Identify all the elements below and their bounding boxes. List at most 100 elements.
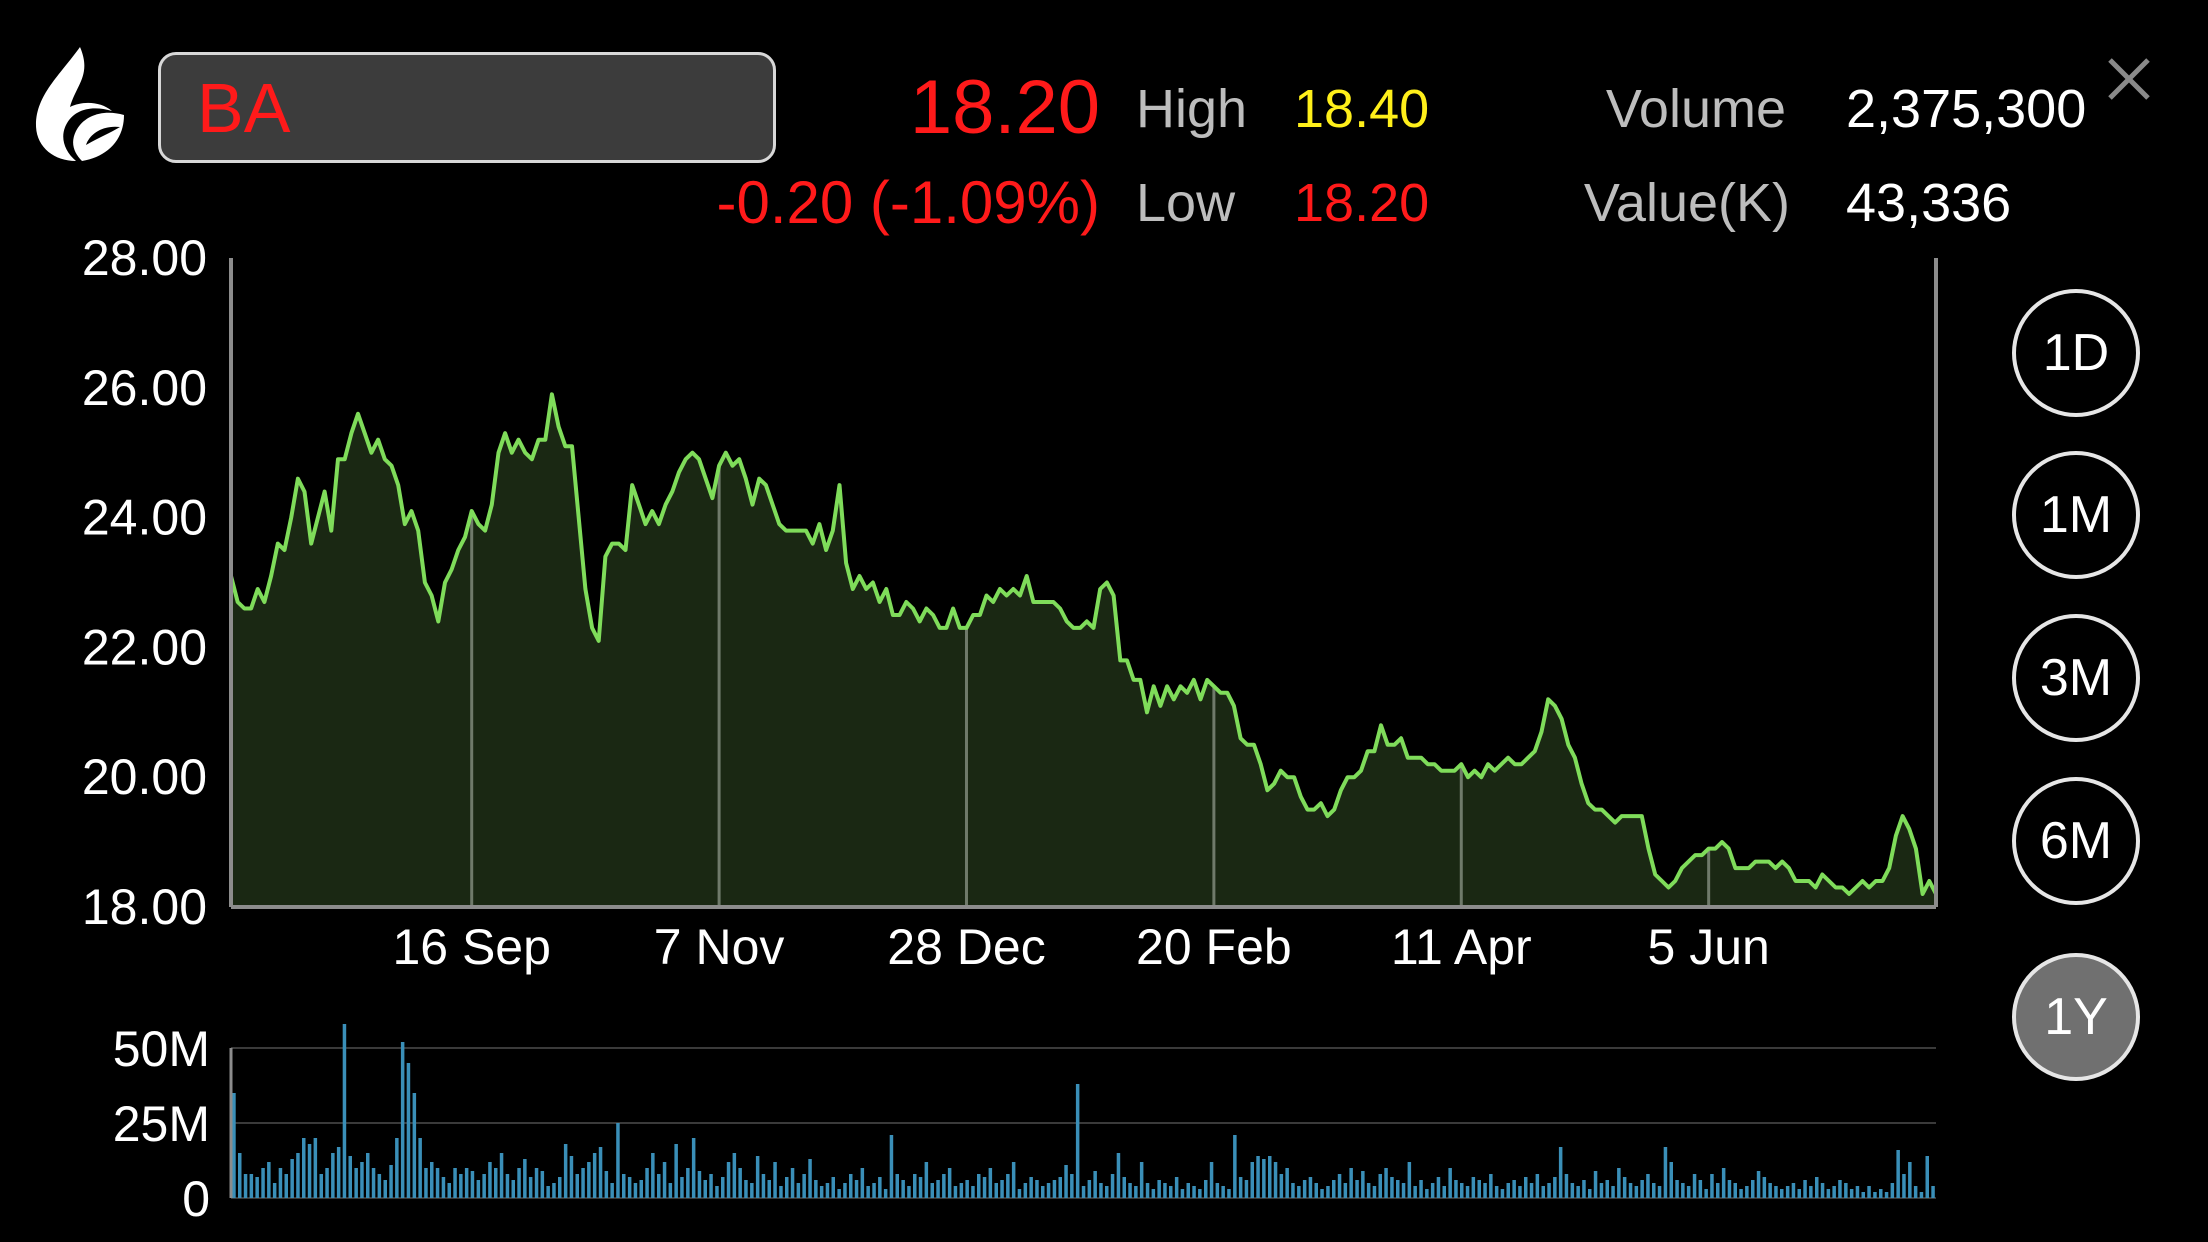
volume-bar — [1751, 1180, 1755, 1198]
volume-bar — [453, 1168, 457, 1198]
volume-bar — [1198, 1189, 1202, 1198]
volume-bar — [1675, 1180, 1679, 1198]
volume-bar — [604, 1171, 609, 1198]
y-tick-label: 20.00 — [82, 749, 207, 805]
volume-bar — [587, 1162, 591, 1198]
volume-bar — [1035, 1180, 1039, 1198]
volume-bar — [319, 1174, 323, 1198]
symbol-search-box[interactable] — [158, 52, 776, 163]
volume-bar — [435, 1168, 440, 1198]
volume-bar — [994, 1183, 998, 1198]
volume-bar — [1454, 1180, 1458, 1198]
volume-bar — [761, 1174, 766, 1198]
volume-bar — [639, 1180, 643, 1198]
volume-bar — [1704, 1189, 1708, 1198]
volume-bar — [790, 1168, 795, 1198]
symbol-input[interactable] — [197, 55, 757, 160]
volume-bar — [1233, 1135, 1237, 1198]
range-button-1y[interactable]: 1Y — [2012, 953, 2140, 1081]
volume-bar — [1000, 1180, 1004, 1198]
y-tick-label: 26.00 — [82, 360, 207, 416]
volume-bar — [680, 1177, 684, 1198]
volume-bar — [977, 1174, 981, 1198]
volume-bar — [470, 1171, 475, 1198]
volume-bar — [1558, 1147, 1563, 1198]
volume-bar — [1716, 1183, 1720, 1198]
volume-bar — [953, 1186, 958, 1198]
volume-bar — [272, 1183, 277, 1198]
volume-bar — [558, 1177, 562, 1198]
volume-bar — [1070, 1174, 1074, 1198]
volume-bar — [651, 1153, 655, 1198]
volume-bar — [1890, 1183, 1895, 1198]
volume-bar — [482, 1174, 486, 1198]
volume-bar — [1006, 1174, 1010, 1198]
volume-bar — [1099, 1183, 1103, 1198]
volume-bar — [1273, 1162, 1278, 1198]
volume-bar — [1302, 1180, 1307, 1198]
last-price: 18.20 — [909, 65, 1100, 150]
volume-bar — [1041, 1186, 1045, 1198]
volume-bar — [1739, 1189, 1743, 1198]
range-button-6m[interactable]: 6M — [2012, 777, 2140, 905]
volume-bar — [1710, 1174, 1714, 1198]
volume-bar — [313, 1138, 318, 1198]
volume-bar — [1896, 1150, 1900, 1198]
volume-bar — [1518, 1186, 1522, 1198]
volume-bar — [866, 1186, 870, 1198]
volume-bar — [610, 1183, 614, 1198]
volume-bar — [1297, 1186, 1301, 1198]
volume-bar — [796, 1183, 801, 1198]
volume-bar — [1262, 1159, 1266, 1198]
x-tick-label: 5 Jun — [1648, 919, 1770, 975]
x-tick-label: 16 Sep — [392, 919, 550, 975]
volume-bar — [528, 1177, 533, 1198]
volume-bar — [1908, 1162, 1912, 1198]
range-button-1d[interactable]: 1D — [2012, 289, 2140, 417]
range-button-1m[interactable]: 1M — [2012, 451, 2140, 579]
volume-bar — [1756, 1171, 1761, 1198]
volume-bar — [1337, 1174, 1342, 1198]
volume-bar — [785, 1177, 789, 1198]
volume-bar — [1844, 1183, 1848, 1198]
volume-bar — [726, 1162, 731, 1198]
volume-bar — [1058, 1177, 1062, 1198]
volume-bar — [1657, 1186, 1662, 1198]
x-tick-label: 7 Nov — [654, 919, 785, 975]
volume-bar — [598, 1147, 603, 1198]
volume-bar — [284, 1174, 288, 1198]
volume-bar — [697, 1171, 702, 1198]
volume-bar — [1151, 1189, 1156, 1198]
volume-bar — [947, 1168, 952, 1198]
volume-bar — [1268, 1156, 1272, 1198]
volume-bar — [1064, 1165, 1068, 1198]
volume-bar — [1564, 1174, 1569, 1198]
volume-bar — [1471, 1177, 1476, 1198]
volume-bar — [1698, 1180, 1703, 1198]
volume-bar — [1087, 1180, 1092, 1198]
volume-bar — [709, 1174, 713, 1198]
volume-bar — [406, 1063, 411, 1198]
volume-bar — [668, 1183, 673, 1198]
volume-bar — [505, 1174, 510, 1198]
volume-bar — [1529, 1183, 1534, 1198]
range-button-3m[interactable]: 3M — [2012, 614, 2140, 742]
y-tick-label: 18.00 — [82, 879, 207, 935]
close-icon[interactable] — [2104, 54, 2154, 104]
volume-bar — [1605, 1180, 1609, 1198]
volume-bar — [1384, 1168, 1388, 1198]
volume-bar — [255, 1177, 259, 1198]
volume-bar — [511, 1180, 515, 1198]
volume-bar — [1879, 1189, 1883, 1198]
volume-bar — [1180, 1189, 1185, 1198]
volume-bar — [267, 1162, 271, 1198]
volume-bar — [715, 1186, 719, 1198]
volume-bar — [575, 1174, 579, 1198]
x-tick-label: 11 Apr — [1391, 919, 1532, 975]
volume-bar — [1768, 1183, 1772, 1198]
volume-bar — [1355, 1180, 1359, 1198]
volume-bar — [1279, 1174, 1284, 1198]
volume-bar — [1628, 1183, 1633, 1198]
volume-bar — [1215, 1183, 1220, 1198]
